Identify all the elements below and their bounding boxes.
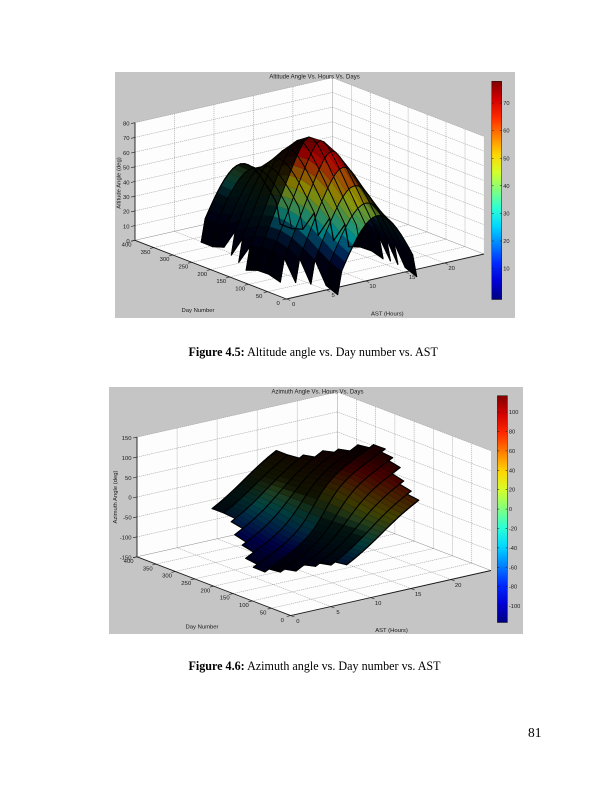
svg-text:20: 20: [455, 583, 462, 589]
svg-text:-60: -60: [509, 565, 517, 571]
svg-text:50: 50: [125, 476, 132, 482]
svg-text:0: 0: [126, 239, 130, 245]
svg-text:250: 250: [181, 581, 192, 587]
svg-text:10: 10: [369, 284, 376, 290]
svg-text:0: 0: [281, 618, 285, 624]
svg-text:15: 15: [415, 592, 422, 598]
svg-text:50: 50: [256, 294, 263, 300]
svg-text:350: 350: [141, 250, 152, 256]
svg-text:400: 400: [124, 559, 135, 565]
svg-text:10: 10: [375, 601, 382, 607]
svg-text:40: 40: [123, 180, 130, 186]
svg-text:150: 150: [216, 279, 227, 285]
svg-text:-150: -150: [120, 556, 133, 562]
svg-text:70: 70: [123, 136, 130, 142]
svg-text:50: 50: [123, 166, 130, 172]
svg-text:10: 10: [123, 224, 130, 230]
svg-text:Day Number: Day Number: [185, 625, 218, 631]
svg-text:400: 400: [122, 243, 133, 249]
svg-text:30: 30: [503, 211, 509, 217]
svg-text:0: 0: [509, 507, 512, 513]
svg-text:250: 250: [178, 265, 189, 271]
svg-text:0: 0: [296, 619, 300, 625]
svg-text:60: 60: [509, 449, 515, 455]
svg-text:50: 50: [260, 610, 267, 616]
svg-text:200: 200: [197, 272, 208, 278]
svg-text:20: 20: [503, 239, 509, 245]
svg-text:5: 5: [336, 610, 340, 616]
svg-text:80: 80: [509, 430, 515, 436]
svg-text:Azimuth Angle (deg): Azimuth Angle (deg): [113, 470, 119, 523]
svg-text:0: 0: [292, 302, 296, 308]
svg-text:300: 300: [160, 257, 171, 263]
svg-text:150: 150: [122, 436, 133, 442]
svg-text:Day Number: Day Number: [181, 308, 214, 314]
svg-text:AST (Hours): AST (Hours): [371, 312, 404, 318]
svg-text:100: 100: [122, 456, 133, 462]
svg-text:-20: -20: [509, 527, 517, 533]
svg-text:-80: -80: [509, 585, 517, 591]
svg-text:350: 350: [143, 566, 154, 572]
svg-text:AST (Hours): AST (Hours): [375, 628, 408, 634]
svg-text:Azimuth Angle Vs. Hours Vs. Da: Azimuth Angle Vs. Hours Vs. Days: [271, 390, 363, 396]
svg-text:0: 0: [128, 496, 132, 502]
svg-text:300: 300: [162, 574, 173, 580]
svg-text:5: 5: [332, 293, 336, 299]
svg-text:200: 200: [200, 588, 211, 594]
svg-text:-40: -40: [509, 546, 517, 552]
svg-text:-100: -100: [509, 604, 520, 610]
svg-text:20: 20: [123, 210, 130, 216]
svg-text:80: 80: [123, 122, 130, 128]
svg-text:30: 30: [123, 195, 130, 201]
svg-text:10: 10: [503, 267, 509, 273]
svg-text:20: 20: [448, 266, 455, 272]
svg-text:100: 100: [235, 287, 246, 293]
svg-text:60: 60: [123, 151, 130, 157]
svg-text:100: 100: [239, 603, 250, 609]
svg-text:-50: -50: [123, 516, 132, 522]
svg-text:40: 40: [509, 468, 515, 474]
svg-text:150: 150: [220, 596, 231, 602]
svg-text:40: 40: [503, 184, 509, 190]
svg-text:100: 100: [509, 410, 519, 416]
svg-text:Altitude Angle Vs. Hours Vs. D: Altitude Angle Vs. Hours Vs. Days: [269, 75, 359, 81]
svg-text:50: 50: [503, 156, 509, 162]
svg-text:20: 20: [509, 488, 515, 494]
svg-text:0: 0: [276, 301, 280, 307]
svg-text:70: 70: [503, 101, 509, 107]
svg-text:60: 60: [503, 129, 509, 135]
svg-text:Altitude Angle (deg): Altitude Angle (deg): [117, 157, 123, 208]
svg-text:-100: -100: [120, 536, 133, 542]
svg-text:15: 15: [409, 275, 416, 281]
